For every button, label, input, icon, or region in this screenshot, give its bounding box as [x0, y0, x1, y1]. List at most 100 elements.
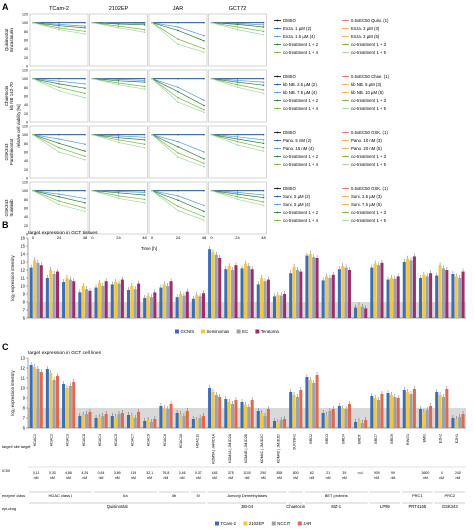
ic50-value: 99: [391, 471, 395, 475]
bar: [429, 273, 433, 318]
data-point: [151, 77, 153, 80]
legend-label: co-treatment 1 + 5: [351, 218, 387, 223]
y-tick-label: 11: [21, 276, 26, 281]
data-point: [203, 210, 205, 213]
data-point: [32, 133, 34, 136]
bar: [289, 392, 293, 428]
legend-marker: [276, 91, 279, 94]
bar: [341, 266, 345, 318]
ic50-value: 76,8: [162, 471, 169, 475]
data-point: [58, 24, 60, 27]
legend-marker: [344, 99, 347, 102]
bar: [72, 281, 76, 318]
enzyme-class-label: IV: [196, 493, 200, 498]
data-point: [58, 138, 60, 140]
y-tick-label: 80: [24, 198, 28, 202]
bar: [224, 269, 228, 318]
row-label-drug2: Enzastaurin: [9, 28, 14, 52]
y-tick-label: 0: [26, 65, 28, 69]
bar: [250, 400, 254, 428]
legend-marker: [276, 83, 279, 86]
ic50-unit: nM: [439, 476, 444, 480]
data-point: [84, 210, 86, 213]
x-tick-label: 24: [176, 235, 181, 240]
data-point: [143, 146, 146, 149]
legend-label: EC: [242, 329, 248, 334]
data-point: [58, 77, 60, 80]
data-point: [84, 33, 86, 35]
y-tick-label: 100: [22, 133, 28, 137]
bar: [321, 280, 325, 318]
y-tick-label: 60: [24, 151, 28, 155]
legend-label: kb NB. 5 µM (3): [351, 82, 382, 87]
bar: [33, 260, 37, 318]
bar: [72, 382, 76, 428]
y-axis-title: log₂ expression intensity: [10, 370, 15, 416]
epi-drug-label: Chaetocin: [286, 504, 306, 509]
ic50-unit: nM: [163, 476, 168, 480]
bar: [295, 397, 299, 428]
bar: [162, 284, 166, 318]
data-point: [84, 92, 86, 95]
y-tick-label: 20: [24, 112, 28, 116]
data-point: [84, 21, 86, 24]
data-point: [84, 159, 86, 161]
bar: [52, 274, 56, 318]
bar: [68, 279, 72, 318]
bar: [97, 282, 101, 318]
data-point: [262, 30, 265, 33]
legend-marker: [276, 51, 279, 54]
bar: [409, 394, 413, 428]
legend-label: Enza. 2 µM (3): [351, 26, 380, 31]
legend-marker: [276, 147, 279, 150]
bar: [218, 258, 222, 318]
y-tick-label: 60: [24, 95, 28, 99]
bar: [231, 270, 235, 318]
data-point: [117, 78, 120, 81]
legend-marker: [344, 83, 347, 86]
bar: [39, 265, 43, 318]
data-point: [32, 77, 34, 80]
legend-marker: [344, 139, 347, 142]
target-label: HDAC9: [147, 434, 151, 446]
bar: [260, 278, 264, 318]
target-label: RING1: [406, 434, 410, 445]
ic50-unit: nM: [66, 476, 71, 480]
legend-label: 0.5xEC50 GSK. (1): [351, 130, 388, 135]
legend-label: Pano. 15 nM (4): [283, 146, 314, 151]
bar: [143, 421, 147, 428]
target-label: HDAC3: [66, 434, 70, 446]
data-point: [203, 219, 205, 221]
y-tick-label: 40: [24, 159, 28, 163]
bar: [325, 276, 329, 318]
legend-label: co-treatment 1 + 3: [351, 210, 387, 215]
data-point: [117, 83, 120, 86]
bar: [201, 416, 206, 428]
data-point: [58, 83, 60, 85]
bar: [354, 422, 358, 428]
bar: [458, 278, 462, 318]
ic50-value: 0,46: [179, 471, 186, 475]
target-label: KDM4D | JMJD2D: [276, 434, 280, 464]
bar: [243, 405, 247, 428]
row-3-group: GSK343 Panobinostat 0 20 40 60 80 100 120 DMSO Pan…: [4, 125, 388, 181]
bar: [445, 389, 449, 428]
bar: [214, 254, 218, 318]
legend-label: Suni. 5 µM (4): [283, 202, 311, 207]
bar: [211, 392, 215, 428]
target-label: HDAC6: [163, 434, 167, 446]
bar: [305, 377, 309, 428]
legend-marker: [344, 75, 347, 78]
bar: [315, 258, 319, 318]
data-point: [84, 155, 86, 158]
legend-label: Enza. 1.5 µM (4): [283, 34, 315, 39]
enzyme-class-label: IIb: [172, 493, 177, 498]
bar: [386, 393, 390, 428]
table-row-label: epi-drug: [2, 507, 16, 511]
bar: [438, 265, 442, 318]
legend-label: co-treatment 1 + 2: [283, 154, 319, 159]
ic50-unit: nM: [228, 476, 233, 480]
panel-c-cellline-bar-chart: target expression in GCT cell lines 6 7 8 9 1…: [10, 350, 466, 526]
y-tick-label: 8: [23, 406, 26, 411]
bar: [283, 294, 287, 318]
